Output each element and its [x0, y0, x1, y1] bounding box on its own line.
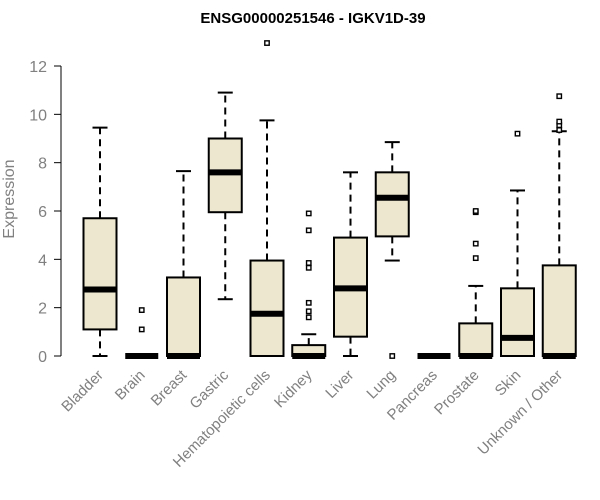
- outlier-point: [305, 308, 312, 315]
- box-group-liver: [333, 171, 368, 357]
- outlier-point: [556, 93, 563, 100]
- y-tick-label: 4: [38, 252, 47, 269]
- iqr-box: [249, 259, 285, 357]
- outlier-point: [514, 130, 521, 137]
- outlier-point: [472, 240, 479, 247]
- outlier-point: [556, 118, 563, 125]
- chart-title: ENSG00000251546 - IGKV1D-39: [200, 10, 425, 27]
- y-tick-label: 8: [38, 156, 47, 173]
- x-tick-label: Liver: [322, 367, 357, 402]
- y-tick-label: 10: [29, 107, 47, 124]
- y-tick-label: 6: [38, 204, 47, 221]
- outlier-point: [138, 326, 145, 333]
- box-group-lung: [374, 141, 410, 359]
- box-group-gastric: [207, 91, 243, 301]
- box-group-unknown-other: [541, 93, 577, 359]
- box-group-skin: [500, 130, 535, 358]
- box-group-kidney: [291, 210, 327, 359]
- outlier-point: [305, 260, 312, 266]
- x-tick-label: Bladder: [58, 367, 107, 416]
- box-group-brain: [125, 307, 159, 359]
- outlier-point: [305, 314, 312, 321]
- y-axis-label: Expression: [1, 159, 18, 238]
- outlier-point: [264, 40, 270, 46]
- iqr-box: [458, 322, 494, 357]
- outlier-point: [305, 210, 312, 217]
- x-tick-label: Lung: [363, 367, 399, 403]
- iqr-box: [374, 171, 410, 238]
- outlier-point: [472, 255, 479, 262]
- x-tick-label: Skin: [492, 367, 525, 400]
- box-group-breast: [166, 170, 201, 359]
- x-tick-label: Prostate: [431, 367, 483, 419]
- y-tick-label: 2: [38, 301, 47, 318]
- iqr-box: [207, 137, 243, 214]
- x-tick-label: Breast: [148, 366, 191, 409]
- outlier-point: [305, 227, 312, 234]
- y-axis: 0 2 4 6 8 10 12: [29, 59, 62, 366]
- iqr-box: [166, 276, 201, 358]
- y-tick-label: 12: [29, 59, 47, 76]
- boxes-layer: [82, 40, 577, 359]
- outlier-point: [472, 208, 479, 214]
- x-tick-label: Brain: [112, 367, 149, 404]
- outlier-point: [389, 353, 396, 359]
- outlier-point: [138, 307, 145, 313]
- iqr-box: [500, 287, 535, 358]
- box-group-bladder: [82, 126, 118, 357]
- outlier-point: [305, 299, 312, 306]
- box-group-prostate: [458, 208, 494, 359]
- outlier-point: [305, 264, 312, 271]
- iqr-box: [82, 217, 118, 331]
- iqr-box: [541, 264, 577, 357]
- box-group-hematopoietic-cells: [249, 40, 285, 357]
- outlier-point: [556, 127, 563, 133]
- y-tick-label: 0: [38, 349, 47, 366]
- x-tick-label: Kidney: [271, 366, 316, 411]
